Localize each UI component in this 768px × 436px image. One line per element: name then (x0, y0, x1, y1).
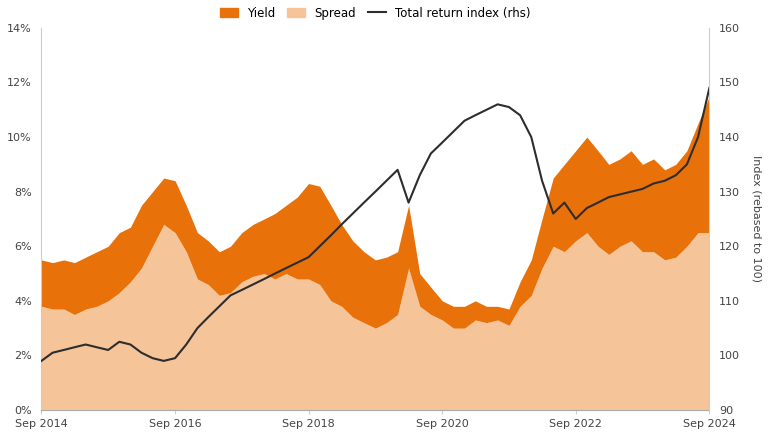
Y-axis label: Index (rebased to 100): Index (rebased to 100) (751, 156, 761, 283)
Legend: Yield, Spread, Total return index (rhs): Yield, Spread, Total return index (rhs) (217, 3, 535, 23)
